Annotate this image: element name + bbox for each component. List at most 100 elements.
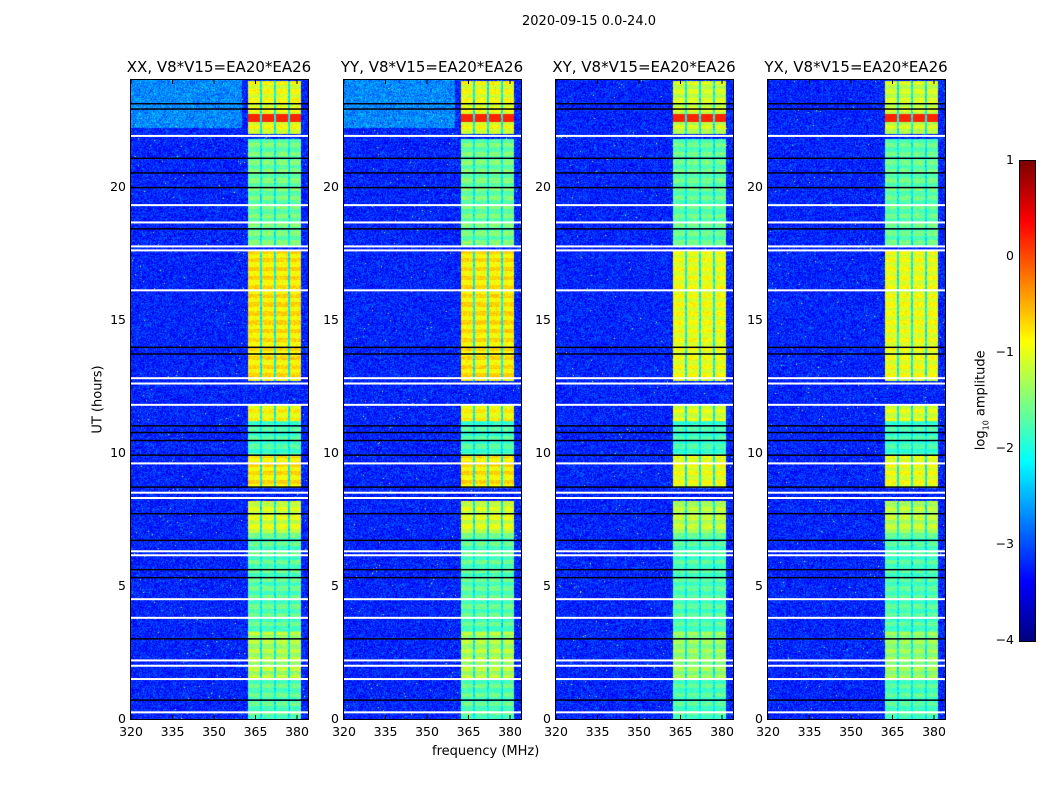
x-tick-label: 380	[922, 724, 946, 739]
dark-row	[556, 172, 733, 174]
flagged-row	[556, 598, 733, 601]
x-tick-label: 335	[160, 724, 185, 739]
flagged-row	[344, 134, 521, 137]
waterfall-panel-3	[767, 79, 946, 720]
dark-row	[131, 568, 308, 571]
dark-row	[768, 172, 945, 174]
dark-row	[131, 539, 308, 542]
flagged-row	[344, 711, 521, 714]
flagged-row	[131, 616, 308, 619]
flagged-row	[768, 382, 945, 385]
dark-row	[344, 568, 521, 571]
x-tick-label: 380	[710, 724, 734, 739]
flagged-row	[556, 403, 733, 406]
flagged-row	[344, 221, 521, 224]
flagged-row	[131, 382, 308, 385]
dark-row	[768, 431, 945, 434]
dark-row	[768, 454, 945, 456]
dark-row	[556, 346, 733, 349]
flagged-row	[344, 491, 521, 494]
flagged-row	[344, 204, 521, 207]
y-tick-label: 5	[331, 577, 339, 593]
flagged-row	[556, 497, 733, 500]
dark-row	[344, 228, 521, 230]
flagged-row	[131, 462, 308, 465]
dark-row	[556, 353, 733, 355]
flagged-row	[768, 711, 945, 714]
x-tick-label: 335	[797, 724, 822, 739]
flagged-row	[344, 598, 521, 601]
waterfall-panel-1	[343, 79, 522, 720]
flagged-row	[768, 221, 945, 224]
flagged-row	[131, 204, 308, 207]
y-tick-label: 15	[535, 311, 551, 327]
dark-row	[344, 431, 521, 434]
flagged-row	[556, 664, 733, 667]
flagged-row	[131, 497, 308, 500]
x-tick-label: 380	[498, 724, 522, 739]
flagged-row	[768, 659, 945, 662]
dark-row	[131, 346, 308, 349]
dark-row	[768, 425, 945, 427]
heatmap-image	[556, 80, 733, 719]
dark-row	[556, 699, 733, 701]
flagged-row	[344, 462, 521, 465]
dark-row	[344, 425, 521, 427]
flagged-row	[344, 664, 521, 667]
dark-row	[768, 346, 945, 349]
dark-row	[344, 346, 521, 349]
dark-row	[768, 568, 945, 571]
panel-title: YX, V8*V15=EA20*EA26	[764, 58, 948, 76]
dark-row	[768, 228, 945, 230]
colorbar-tick-label: 1	[1006, 152, 1014, 167]
flagged-row	[768, 134, 945, 137]
dark-row	[344, 186, 521, 189]
x-tick-label: 365	[880, 724, 905, 739]
y-tick-label: 15	[747, 311, 763, 327]
flagged-row	[768, 249, 945, 252]
dark-row	[131, 699, 308, 701]
dark-row	[556, 439, 733, 442]
flagged-row	[768, 497, 945, 500]
flagged-row	[556, 134, 733, 137]
flagged-row	[556, 462, 733, 465]
waterfall-panel-0	[130, 79, 309, 720]
dark-row	[556, 638, 733, 640]
x-tick-label: 350	[627, 724, 651, 739]
flagged-row	[131, 678, 308, 681]
dark-row	[131, 576, 308, 579]
y-tick-label: 10	[535, 444, 551, 460]
flagged-row	[768, 678, 945, 681]
colorbar-tick-label: −4	[995, 632, 1014, 647]
dark-row	[344, 353, 521, 355]
dark-row	[556, 228, 733, 230]
y-tick-label: 10	[747, 444, 763, 460]
waterfall-panel-2	[555, 79, 734, 720]
flagged-row	[131, 711, 308, 714]
flagged-row	[768, 462, 945, 465]
dark-row	[556, 157, 733, 160]
flagged-row	[768, 664, 945, 667]
flagged-row	[131, 664, 308, 667]
flagged-row	[344, 382, 521, 385]
dark-row	[131, 186, 308, 189]
dark-row	[344, 638, 521, 640]
y-tick-label: 5	[543, 577, 551, 593]
heatmap-image	[768, 80, 945, 719]
dark-row	[768, 102, 945, 105]
dark-row	[556, 568, 733, 571]
flagged-row	[131, 598, 308, 601]
dark-row	[131, 425, 308, 427]
y-tick-label: 20	[110, 178, 126, 194]
x-axis-label: frequency (MHz)	[432, 744, 540, 759]
x-tick-label: 365	[456, 724, 481, 739]
y-tick-label: 20	[747, 178, 763, 194]
colorbar-tick-label: −2	[995, 440, 1014, 455]
flagged-row	[768, 289, 945, 292]
x-tick-label: 350	[202, 724, 226, 739]
x-tick-label: 365	[668, 724, 693, 739]
dark-row	[556, 108, 733, 110]
panel-title: XY, V8*V15=EA20*EA26	[552, 58, 736, 76]
dark-row	[344, 454, 521, 456]
flagged-row	[556, 204, 733, 207]
